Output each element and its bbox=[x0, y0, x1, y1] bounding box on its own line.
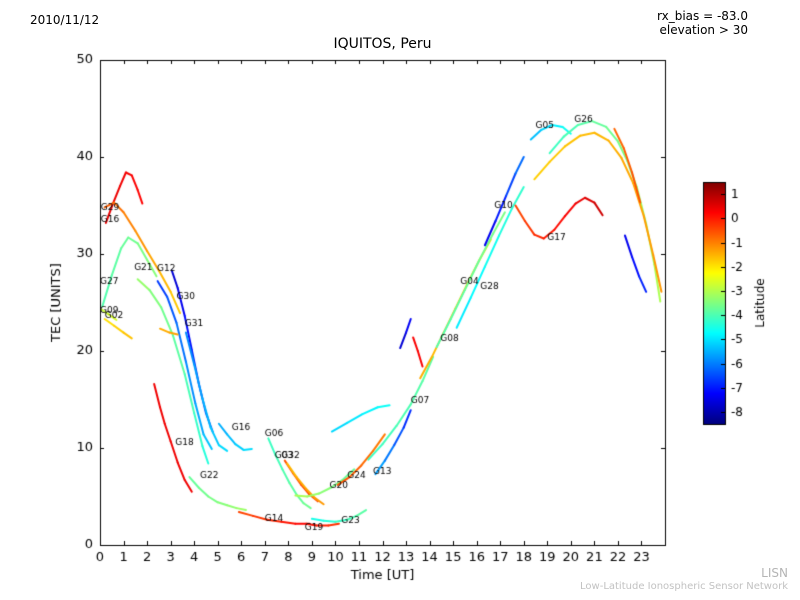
plot-title: IQUITOS, Peru bbox=[333, 36, 432, 52]
elevation-label: elevation > 30 bbox=[659, 23, 749, 37]
receiver-settings: rx_bias = -83.0 elevation > 30 bbox=[657, 9, 748, 37]
watermark-lisn: LISN bbox=[761, 566, 788, 580]
watermark: LISN Low-Latitude Ionospheric Sensor Net… bbox=[580, 567, 788, 593]
watermark-full-name: Low-Latitude Ionospheric Sensor Network bbox=[580, 581, 788, 592]
date-label: 2010/11/12 bbox=[30, 13, 100, 27]
rx-bias-label: rx_bias = -83.0 bbox=[656, 9, 748, 23]
